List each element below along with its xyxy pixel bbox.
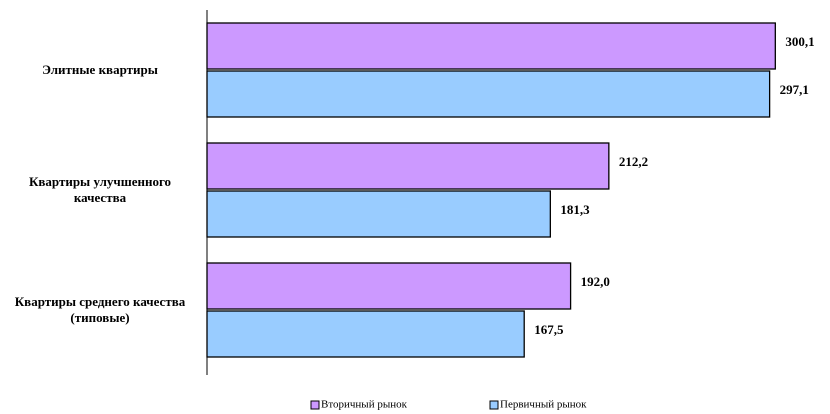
bar xyxy=(206,22,776,70)
value-label: 167,5 xyxy=(534,322,564,337)
legend-label: Вторичный рынок xyxy=(321,399,408,411)
legend-swatch xyxy=(489,400,499,410)
legend-swatch xyxy=(310,400,320,410)
legend-label: Первичный рынок xyxy=(500,399,587,411)
bar xyxy=(206,262,572,310)
bar xyxy=(206,70,771,118)
value-label: 212,2 xyxy=(619,154,648,169)
value-label: 192,0 xyxy=(581,274,610,289)
value-label: 300,1 xyxy=(785,34,814,49)
value-label: 181,3 xyxy=(560,202,590,217)
category-label: Квартиры улучшенного качества xyxy=(28,174,172,205)
bar xyxy=(206,190,551,238)
category-label: Элитные квартиры xyxy=(42,62,158,77)
bar xyxy=(206,142,610,190)
category-label: Квартиры среднего качества (типовые) xyxy=(14,294,186,325)
bar xyxy=(206,310,525,358)
value-label: 297,1 xyxy=(780,82,809,97)
